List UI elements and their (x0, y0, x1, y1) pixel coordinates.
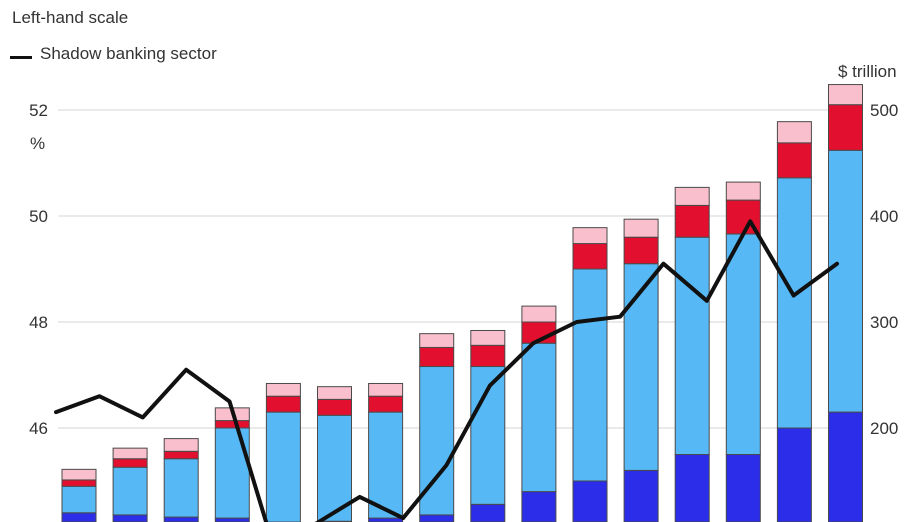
left-axis-tick-label: 50 (29, 207, 48, 226)
bar-segment (214, 420, 250, 429)
bar-segment (61, 485, 97, 514)
legend-label-shadow-banking: Shadow banking sector (40, 44, 217, 63)
bar-segment (776, 142, 812, 179)
bar-segment (265, 411, 301, 522)
bar-segment (112, 514, 148, 522)
bar-segment (112, 466, 148, 516)
left-axis-tick-label: 46 (29, 419, 48, 438)
bar-segment (725, 454, 761, 522)
bar-segment (572, 227, 608, 245)
bar-segment (112, 447, 148, 460)
bar-segment (828, 149, 863, 413)
bar-segment (163, 450, 199, 460)
right-axis-tick-label: 500 (870, 101, 898, 120)
bar-segment (776, 427, 812, 522)
right-axis-tick-label: 400 (870, 207, 898, 226)
bar-segment (317, 386, 352, 400)
bar-segment (214, 427, 250, 519)
bar-segment (470, 329, 506, 346)
bar-segment (163, 516, 199, 522)
bar-segment (776, 177, 812, 429)
bar-segment (725, 233, 761, 455)
bar-segment (623, 236, 659, 265)
bar-segment (163, 458, 199, 518)
left-axis-tick-label: 48 (29, 313, 48, 332)
bar-segment (419, 333, 455, 348)
bar-segment (572, 268, 608, 482)
bar-segment (368, 382, 404, 397)
bar-segment (317, 398, 352, 416)
bar-segment (419, 514, 455, 522)
bar-segment (61, 512, 97, 522)
bar-segment (674, 204, 710, 238)
bar-segment (163, 438, 199, 452)
bar-segment (470, 503, 506, 522)
right-axis-tick-label: 300 (870, 313, 898, 332)
bar-segment (828, 104, 863, 151)
bar-segment (674, 186, 710, 206)
bar-segment (368, 411, 404, 519)
legend-line-swatch (10, 56, 32, 59)
bar-segment (61, 468, 97, 481)
bar-segment (725, 181, 761, 201)
left-axis-tick-label: 52 (29, 101, 48, 120)
bar-segment (674, 454, 710, 522)
shadow-banking-line (54, 219, 839, 522)
bar-segment (674, 236, 710, 455)
bar-segment (572, 480, 608, 522)
bar-segment (828, 84, 863, 106)
bar-segment (623, 263, 659, 471)
bar-segment (61, 479, 97, 487)
bar-segment (214, 517, 250, 522)
left-unit-label: % (30, 134, 46, 153)
right-axis-tick-label: 200 (870, 419, 898, 438)
right-unit-label: $ trillion (838, 62, 897, 81)
bar-segment (521, 491, 557, 522)
bar-segment (572, 243, 608, 270)
bar-segment (368, 517, 404, 522)
bar-segment (470, 344, 506, 368)
bar-segment (112, 458, 148, 468)
bar-segment (776, 121, 812, 144)
bar-segment (265, 382, 301, 397)
bar-segment (623, 469, 659, 522)
bar-segment (521, 342, 557, 493)
bar-segment (419, 346, 455, 368)
bar-segment (828, 411, 863, 522)
bar-segment (521, 305, 557, 323)
left-scale-label: Left-hand scale (12, 8, 129, 27)
bar-segment (265, 395, 301, 413)
bar-segment (623, 218, 659, 238)
bar-segment (368, 395, 404, 413)
